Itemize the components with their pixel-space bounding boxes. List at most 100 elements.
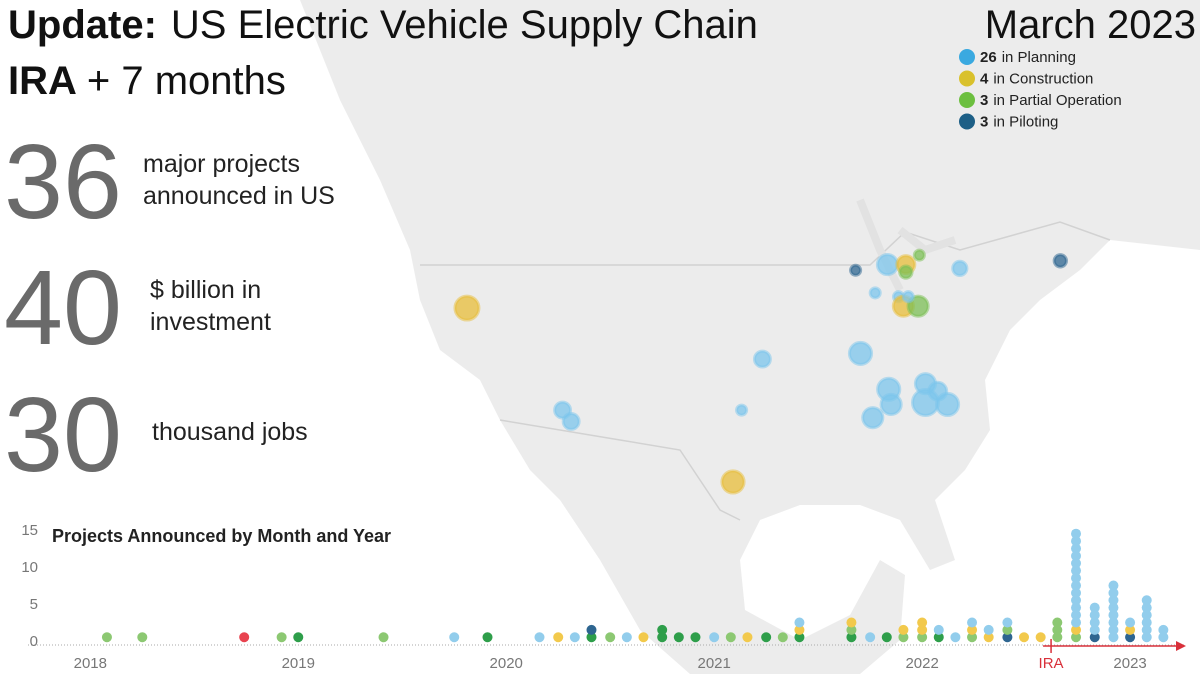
project-dot xyxy=(1052,624,1063,635)
project-dot xyxy=(846,632,857,643)
project-dot xyxy=(761,632,772,643)
project-dot xyxy=(1071,543,1082,554)
project-dot xyxy=(657,624,668,635)
project-dot xyxy=(449,632,460,643)
project-dot xyxy=(1108,580,1119,591)
x-tick-label: 2020 xyxy=(490,655,523,672)
x-tick-label: 2023 xyxy=(1113,655,1146,672)
project-bubble xyxy=(561,411,581,431)
project-dot xyxy=(1071,580,1082,591)
project-dot xyxy=(742,632,753,643)
legend-swatch xyxy=(959,113,975,130)
border-canada xyxy=(420,221,1111,266)
stat-label: major projects xyxy=(143,150,300,178)
project-dot xyxy=(967,617,978,628)
legend-count: 4 xyxy=(980,71,989,88)
y-tick-label: 15 xyxy=(21,522,38,539)
project-bubble xyxy=(879,392,903,417)
project-dot xyxy=(657,632,668,643)
project-dot xyxy=(605,632,616,643)
legend: 26 in Planning 4 in Construction 3 in Partial… xyxy=(959,49,1122,131)
project-dot xyxy=(1071,602,1082,613)
project-dot xyxy=(846,624,857,635)
y-tick-label: 10 xyxy=(21,559,38,576)
project-dot xyxy=(1141,624,1152,635)
stat-label: thousand jobs xyxy=(152,418,308,446)
project-dot xyxy=(1089,602,1100,613)
legend-count: 3 xyxy=(980,92,988,109)
project-dot xyxy=(482,632,493,643)
project-dot xyxy=(1071,558,1082,569)
legend-swatch xyxy=(959,49,975,65)
x-tick-label: 2021 xyxy=(697,655,730,672)
project-dot xyxy=(917,632,928,643)
project-bubble xyxy=(910,388,940,418)
project-dot xyxy=(1089,610,1100,621)
project-dot xyxy=(553,632,564,643)
project-dot xyxy=(1125,624,1136,635)
legend-swatch xyxy=(959,70,975,87)
legend-swatch xyxy=(959,92,975,108)
y-tick-label: 0 xyxy=(30,633,38,650)
project-dot xyxy=(1158,624,1169,635)
project-dot xyxy=(1089,632,1100,643)
project-dot xyxy=(1089,624,1100,635)
project-dot xyxy=(1071,528,1082,539)
project-dot xyxy=(1019,632,1030,643)
project-dot xyxy=(1071,617,1082,628)
project-dot xyxy=(967,632,978,643)
project-dot xyxy=(794,624,805,635)
y-tick-label: 5 xyxy=(30,596,38,613)
project-dot xyxy=(1125,632,1136,643)
project-bubble xyxy=(849,263,863,277)
project-dot xyxy=(534,632,545,643)
project-dot xyxy=(1089,617,1100,628)
stat-label: announced in US xyxy=(143,182,335,210)
project-dot xyxy=(137,632,148,643)
project-bubble xyxy=(875,253,900,277)
arrow-head xyxy=(1176,640,1186,651)
project-dot xyxy=(621,632,632,643)
project-dot xyxy=(1002,632,1013,643)
x-tick-label: 2022 xyxy=(905,655,938,672)
project-dot xyxy=(1108,602,1119,613)
project-dot xyxy=(1071,536,1082,547)
legend-label: in Construction xyxy=(993,71,1093,88)
project-bubble xyxy=(898,264,914,280)
project-dot xyxy=(1002,617,1013,628)
project-dot xyxy=(276,632,287,643)
project-dot xyxy=(1035,632,1046,643)
annotation-label: IRA xyxy=(1039,655,1064,672)
project-bubble xyxy=(735,403,749,417)
project-dot xyxy=(917,617,928,628)
project-dot xyxy=(1108,632,1119,643)
project-bubble xyxy=(752,349,772,369)
project-dot xyxy=(690,632,701,643)
north-america xyxy=(300,0,1200,674)
project-dot xyxy=(1108,595,1119,606)
project-dot xyxy=(239,632,250,643)
project-dot xyxy=(378,632,389,643)
project-bubble xyxy=(868,286,882,300)
project-dot xyxy=(1071,573,1082,584)
project-dot xyxy=(101,632,112,643)
project-dot xyxy=(1141,632,1152,643)
project-dot xyxy=(1071,565,1082,576)
legend-count: 3 xyxy=(980,114,988,131)
project-dot xyxy=(1071,632,1082,643)
project-dot xyxy=(777,632,788,643)
legend-entry: 3 in Piloting xyxy=(980,114,1058,131)
project-dot xyxy=(1141,617,1152,628)
project-dot xyxy=(898,632,909,643)
legend-entry: 3 in Partial Operation xyxy=(980,92,1122,109)
project-dot xyxy=(1071,550,1082,561)
project-dot xyxy=(293,632,304,643)
project-dot xyxy=(881,632,892,643)
project-dot xyxy=(917,624,928,635)
project-dot xyxy=(586,624,597,635)
chart: Projects Announced by Month and Year 0 5 1… xyxy=(21,522,1186,672)
project-dot xyxy=(1071,610,1082,621)
subtitle-bold: IRA xyxy=(8,59,77,103)
project-dot xyxy=(1071,587,1082,598)
project-bubble xyxy=(847,340,874,366)
